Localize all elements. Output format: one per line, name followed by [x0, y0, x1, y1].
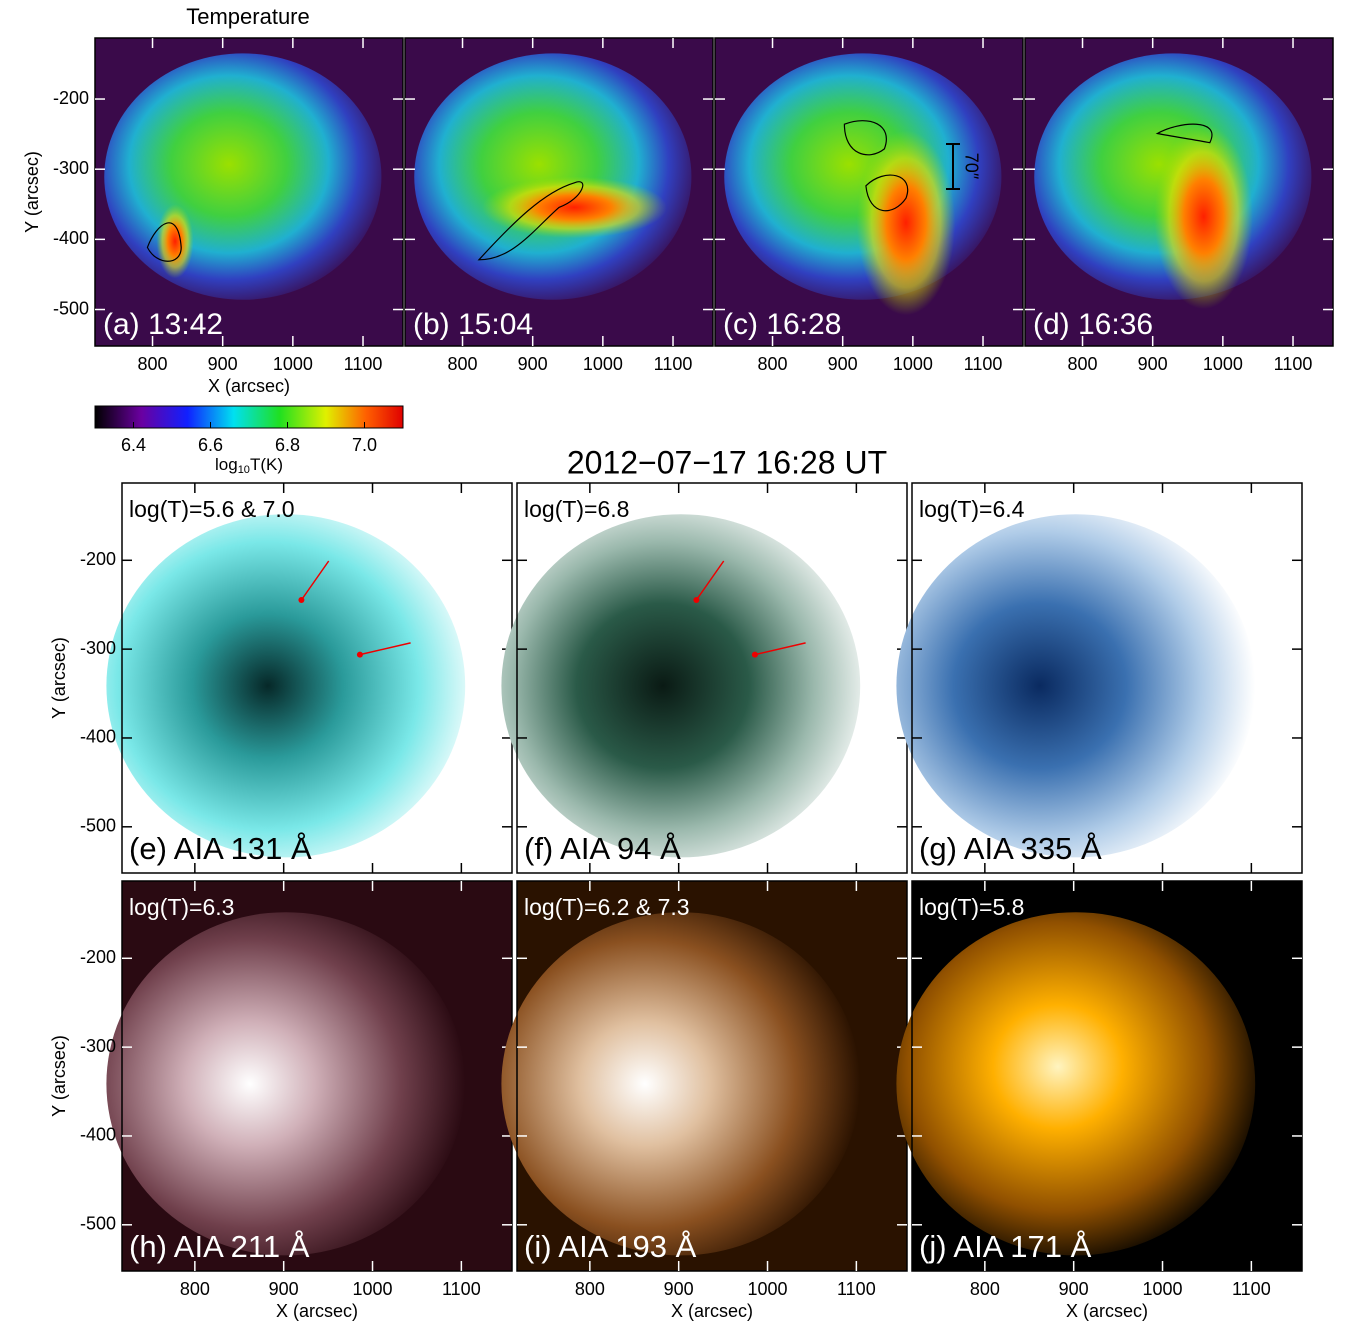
temperature-map: [104, 53, 381, 299]
x-tick-label: 900: [828, 354, 858, 374]
panel-label: (b) 15:04: [413, 308, 533, 341]
aia-image: [106, 514, 465, 857]
panel-label: (j) AIA 171 Å: [919, 1229, 1092, 1264]
x-tick-label: 900: [664, 1279, 694, 1299]
y-tick-label: -300: [80, 1036, 116, 1056]
panel-label: (e) AIA 131 Å: [129, 831, 312, 866]
x-tick-label: 1000: [1203, 354, 1243, 374]
panel-label: (c) 16:28: [723, 308, 841, 341]
panel-label: (a) 13:42: [103, 308, 223, 341]
temperature-label: log(T)=5.8: [919, 894, 1024, 920]
figure: 800 900 1000 1100 -200 -300 -400 -500 X (arcsec)…: [0, 0, 1345, 1326]
x-tick-label: 1000: [893, 354, 933, 374]
arrow-head: [298, 597, 304, 603]
aia-image: [896, 912, 1255, 1255]
colorbar-label-part: T(K): [250, 455, 283, 474]
x-tick-label: 800: [575, 1279, 605, 1299]
panel-label: (f) AIA 94 Å: [524, 831, 681, 866]
y-tick-label: -400: [80, 727, 116, 747]
panel-label: (g) AIA 335 Å: [919, 831, 1102, 866]
arrow-head: [752, 652, 758, 658]
x-tick-label: 900: [269, 1279, 299, 1299]
colorbar-tick-label: 7.0: [352, 435, 377, 455]
y-tick-label: -300: [80, 638, 116, 658]
x-tick-label: 800: [758, 354, 788, 374]
top-title: Temperature: [186, 4, 310, 29]
temperature-label: log(T)=6.4: [919, 496, 1025, 522]
colorbar-tick-label: 6.4: [121, 435, 146, 455]
x-tick-label: 900: [208, 354, 238, 374]
y-tick-label: -300: [53, 158, 89, 178]
hot-region: [1154, 124, 1253, 309]
x-tick-label: 800: [448, 354, 478, 374]
x-tick-label: 800: [180, 1279, 210, 1299]
x-tick-label: 1100: [1232, 1279, 1271, 1299]
temperature-label: log(T)=6.2 & 7.3: [524, 894, 690, 920]
panel-label: (d) 16:36: [1033, 308, 1153, 341]
x-tick-label: 1000: [1143, 1279, 1183, 1299]
arrow-head: [357, 652, 363, 658]
y-tick-label: -200: [80, 549, 116, 569]
temperature-label: log(T)=5.6 & 7.0: [129, 496, 295, 522]
x-tick-label: 800: [970, 1279, 1000, 1299]
aia-image: [501, 514, 860, 857]
y-axis-label: Y (arcsec): [22, 151, 42, 233]
panel-label: (i) AIA 193 Å: [524, 1229, 697, 1264]
colorbar-tick-label: 6.6: [198, 435, 223, 455]
colorbar-label-part: 10: [238, 464, 250, 476]
temperature-map: [414, 53, 691, 299]
x-axis-label: X (arcsec): [1066, 1301, 1148, 1321]
x-tick-label: 900: [1059, 1279, 1089, 1299]
hot-region: [482, 177, 667, 239]
panel-label: (h) AIA 211 Å: [129, 1229, 310, 1264]
colorbar-label: log10T(K): [215, 455, 283, 475]
x-tick-label: 1100: [964, 354, 1003, 374]
hot-region: [157, 204, 194, 278]
x-tick-label: 1000: [748, 1279, 788, 1299]
x-tick-label: 1100: [442, 1279, 481, 1299]
x-tick-label: 800: [1068, 354, 1098, 374]
hot-region: [857, 130, 956, 315]
y-tick-label: -400: [53, 228, 89, 248]
arrow-head: [693, 597, 699, 603]
aia-image: [501, 912, 860, 1255]
aia-image: [106, 912, 465, 1255]
y-tick-label: -400: [80, 1125, 116, 1145]
scale-annotation: 70″: [961, 153, 981, 180]
y-tick-label: -500: [53, 298, 89, 318]
y-axis-label: Y (arcsec): [49, 637, 69, 719]
temperature-label: log(T)=6.8: [524, 496, 629, 522]
x-tick-label: 1000: [583, 354, 623, 374]
aia-image: [896, 514, 1255, 857]
x-tick-label: 1100: [837, 1279, 876, 1299]
y-tick-label: -200: [53, 88, 89, 108]
colorbar-label-part: log: [215, 455, 238, 474]
x-tick-label: 1100: [1274, 354, 1313, 374]
x-axis-label: X (arcsec): [276, 1301, 358, 1321]
x-tick-label: 800: [138, 354, 168, 374]
temperature-label: log(T)=6.3: [129, 894, 234, 920]
x-tick-label: 900: [518, 354, 548, 374]
y-tick-label: -500: [80, 1214, 116, 1234]
y-tick-label: -200: [80, 947, 116, 967]
x-tick-label: 1100: [344, 354, 383, 374]
x-tick-label: 900: [1138, 354, 1168, 374]
colorbar-tick-label: 6.8: [275, 435, 300, 455]
x-tick-label: 1000: [273, 354, 313, 374]
bottom-title: 2012−07−17 16:28 UT: [567, 444, 887, 480]
colorbar: [95, 406, 403, 428]
x-axis-label: X (arcsec): [671, 1301, 753, 1321]
y-axis-label: Y (arcsec): [49, 1035, 69, 1117]
x-axis-label: X (arcsec): [208, 376, 290, 396]
x-tick-label: 1100: [654, 354, 693, 374]
y-tick-label: -500: [80, 816, 116, 836]
x-tick-label: 1000: [353, 1279, 393, 1299]
